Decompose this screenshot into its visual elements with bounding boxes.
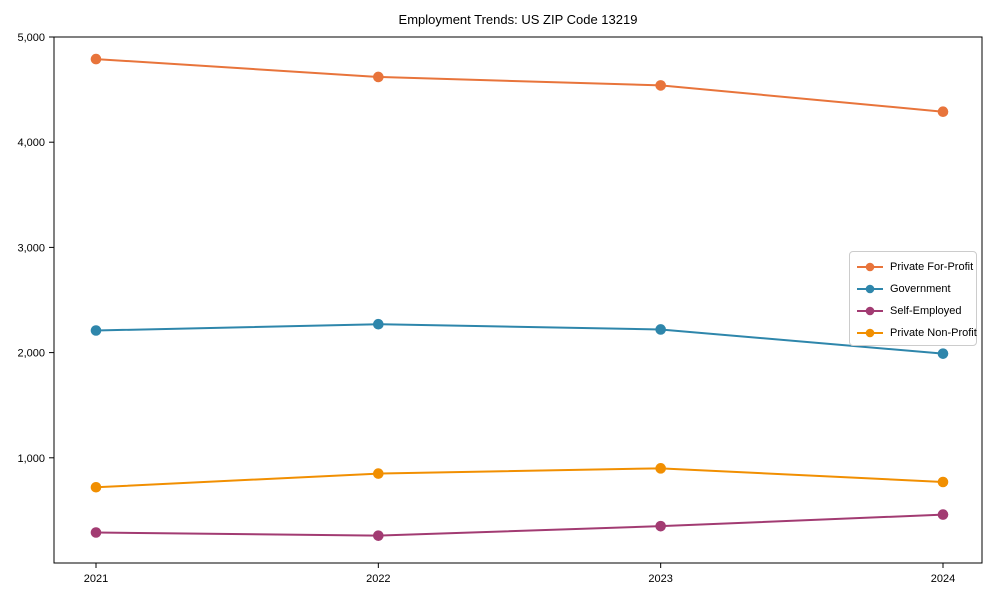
legend-label: Government: [890, 283, 951, 295]
chart-title: Employment Trends: US ZIP Code 13219: [398, 12, 638, 27]
legend-marker-icon: [857, 262, 883, 272]
plot-area: [53, 36, 983, 564]
data-point-private-non-profit-2023: [655, 463, 666, 474]
data-point-private-for-profit-2022: [373, 71, 384, 83]
data-point-private-non-profit-2024: [937, 476, 949, 488]
legend-label: Private For-Profit: [890, 261, 974, 273]
legend-entry-private-for-profit: Private For-Profit: [850, 256, 976, 278]
data-point-government-2024: [937, 348, 949, 359]
y-tick-label: 1,000: [17, 453, 45, 465]
series-line-private-for-profit: [95, 58, 944, 113]
data-point-private-non-profit-2022: [373, 468, 384, 479]
legend-label: Self-Employed: [890, 305, 962, 317]
data-point-self-employed-2023: [655, 520, 666, 532]
legend-marker-icon: [857, 306, 883, 316]
data-point-government-2021: [90, 325, 102, 336]
x-tick-label: 2022: [366, 573, 390, 585]
legend-marker-icon: [857, 328, 883, 338]
x-tick-label: 2024: [931, 573, 955, 585]
data-point-self-employed-2024: [937, 509, 949, 520]
series-line-private-non-profit: [95, 467, 944, 489]
legend-label: Private Non-Profit: [890, 327, 977, 339]
x-tick-label: 2021: [84, 573, 108, 585]
legend-entry-private-non-profit: Private Non-Profit: [850, 322, 977, 344]
y-tick-label: 5,000: [17, 32, 45, 44]
series-line-self-employed: [95, 513, 944, 537]
legend-entry-self-employed: Self-Employed: [850, 300, 976, 322]
legend-marker-icon: [857, 284, 883, 294]
data-point-self-employed-2021: [90, 527, 102, 538]
data-point-self-employed-2022: [373, 530, 384, 541]
data-point-private-for-profit-2021: [90, 53, 102, 65]
x-tick-label: 2023: [648, 573, 672, 585]
data-point-private-for-profit-2024: [937, 106, 949, 117]
data-point-government-2022: [373, 318, 384, 330]
y-tick-label: 3,000: [17, 242, 45, 254]
data-point-private-non-profit-2021: [90, 481, 102, 493]
chart-legend: Private For-Profit Government Self-Employe…: [849, 251, 977, 346]
data-point-government-2023: [655, 324, 666, 335]
y-tick-label: 2,000: [17, 348, 45, 360]
y-tick-label: 4,000: [17, 137, 45, 149]
legend-entry-government: Government: [850, 278, 976, 300]
data-point-private-for-profit-2023: [655, 80, 666, 91]
series-line-government: [95, 323, 944, 355]
